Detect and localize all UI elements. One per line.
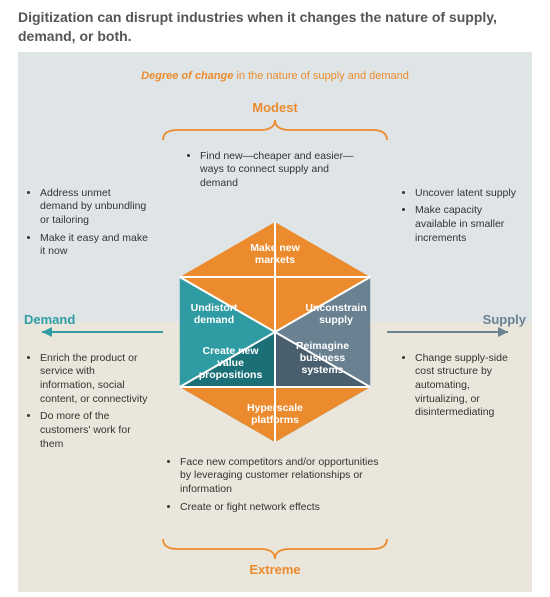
spectrum-top: Modest bbox=[18, 100, 532, 115]
brace-bottom bbox=[163, 539, 387, 559]
axis-supply-label: Supply bbox=[483, 312, 526, 327]
bullet-item: Change supply-side cost structure by aut… bbox=[415, 352, 525, 420]
bullet-item: Enrich the product or service with infor… bbox=[40, 352, 148, 407]
bullet-item: Address unmet demand by unbundling or ta… bbox=[40, 187, 148, 228]
axis-supply-arrow bbox=[387, 327, 508, 337]
bullet-item: Face new competitors and/or opportunitie… bbox=[180, 456, 383, 497]
bullets-top-left: Address unmet demand by unbundling or ta… bbox=[28, 187, 148, 263]
bullets-bl-list: Enrich the product or service with infor… bbox=[28, 352, 148, 451]
bullets-top-right: Uncover latent supply Make capacity avail… bbox=[403, 187, 525, 250]
axis-demand-label: Demand bbox=[24, 312, 75, 327]
axis-demand-arrow bbox=[42, 327, 163, 337]
bullet-item: Do more of the customers' work for them bbox=[40, 410, 148, 451]
subtitle: Degree of change in the nature of supply… bbox=[18, 70, 532, 84]
page-title: Digitization can disrupt industries when… bbox=[0, 0, 550, 52]
bullets-bottom: Face new competitors and/or opportunitie… bbox=[168, 456, 383, 519]
bullets-top-list: Find new—cheaper and easier—ways to conn… bbox=[188, 150, 368, 191]
bullets-tr-list: Uncover latent supply Make capacity avail… bbox=[403, 187, 525, 246]
bullets-br-list: Change supply-side cost structure by aut… bbox=[403, 352, 525, 420]
bullet-item: Make capacity available in smaller incre… bbox=[415, 204, 525, 245]
subtitle-emph: Degree of change bbox=[141, 70, 233, 82]
bullets-top: Find new—cheaper and easier—ways to conn… bbox=[188, 150, 368, 195]
hexagon bbox=[180, 222, 371, 442]
bullet-item: Create or fight network effects bbox=[180, 501, 383, 515]
bullet-item: Uncover latent supply bbox=[415, 187, 525, 201]
subtitle-rest: in the nature of supply and demand bbox=[233, 70, 409, 82]
bullets-bottom-left: Enrich the product or service with infor… bbox=[28, 352, 148, 455]
brace-top bbox=[163, 120, 387, 140]
bullets-bottom-list: Face new competitors and/or opportunitie… bbox=[168, 456, 383, 515]
bullets-bottom-right: Change supply-side cost structure by aut… bbox=[403, 352, 525, 424]
bullet-item: Find new—cheaper and easier—ways to conn… bbox=[200, 150, 368, 191]
bullets-tl-list: Address unmet demand by unbundling or ta… bbox=[28, 187, 148, 259]
bullet-item: Make it easy and make it now bbox=[40, 232, 148, 259]
spectrum-bottom: Extreme bbox=[18, 562, 532, 577]
diagram-canvas: Degree of change in the nature of supply… bbox=[18, 52, 532, 592]
